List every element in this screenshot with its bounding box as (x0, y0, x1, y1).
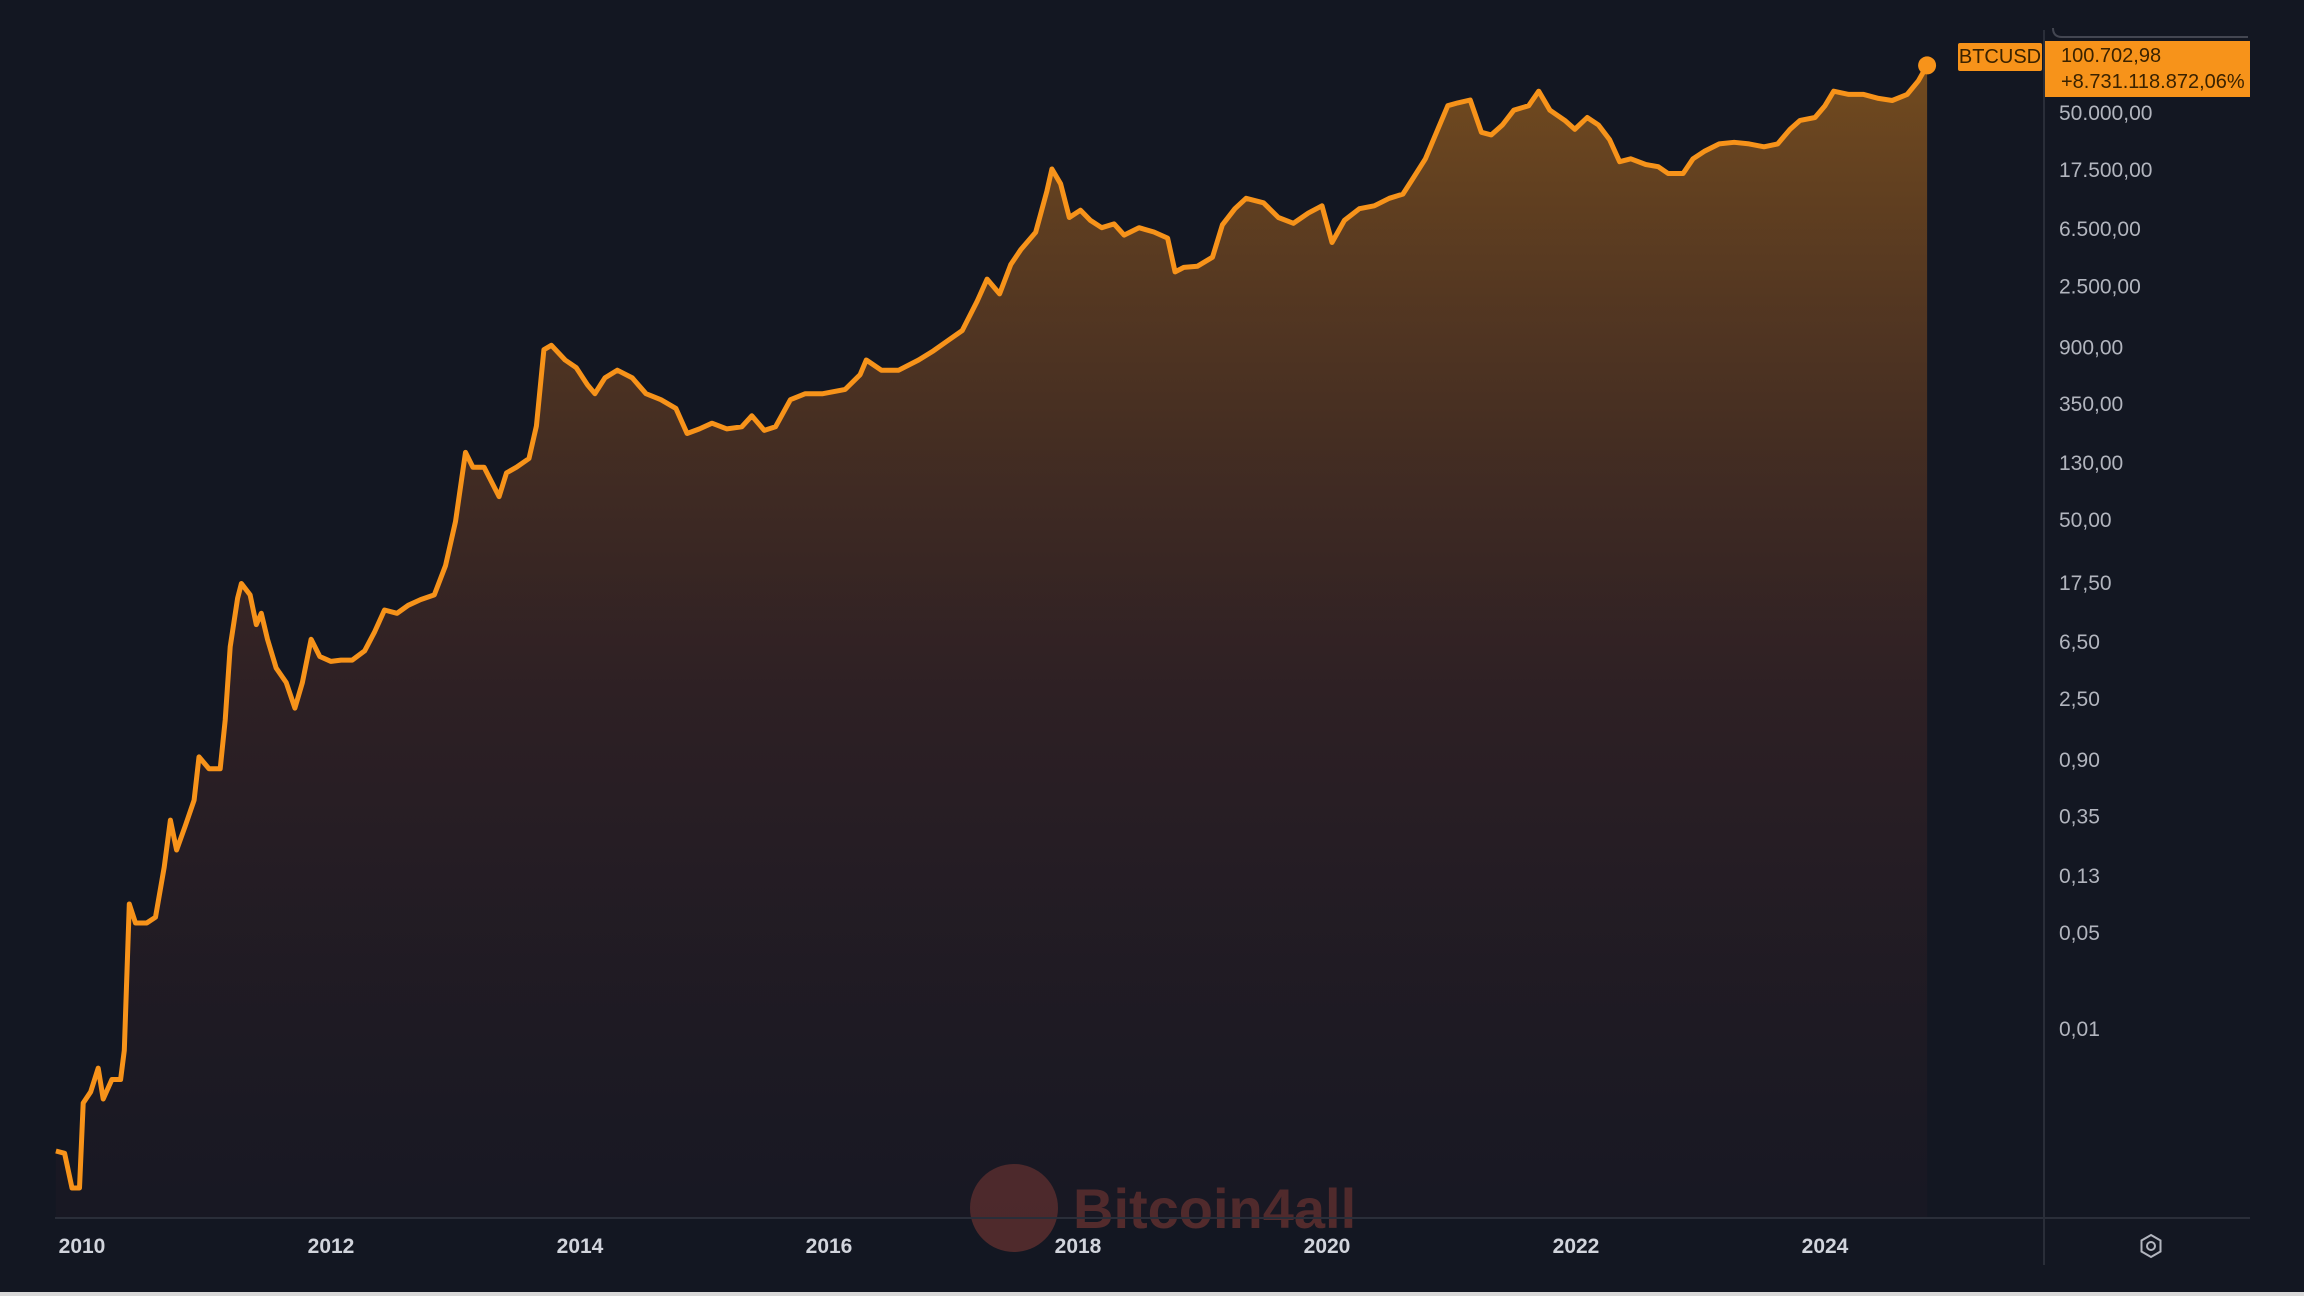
x-tick-label: 2016 (806, 1235, 853, 1258)
x-tick-label: 2010 (59, 1235, 106, 1258)
y-tick-label: 50,00 (2059, 509, 2112, 532)
y-tick-label: 0,13 (2059, 865, 2100, 888)
y-tick-label: 6.500,00 (2059, 218, 2141, 241)
last-price-label: 100.702,98 +8.731.118.872,06% (2045, 41, 2250, 97)
gear-icon[interactable] (2138, 1233, 2164, 1259)
y-tick-label: 2,50 (2059, 688, 2100, 711)
x-tick-label: 2018 (1055, 1235, 1102, 1258)
y-tick-label: 130,00 (2059, 452, 2123, 475)
y-tick-label: 0,35 (2059, 806, 2100, 829)
x-tick-label: 2012 (308, 1235, 355, 1258)
x-tick-label: 2024 (1802, 1235, 1849, 1258)
x-tick-label: 2022 (1553, 1235, 1600, 1258)
symbol-label: BTCUSD (1958, 43, 2042, 71)
y-tick-label: 2.500,00 (2059, 275, 2141, 298)
bottom-border (0, 1292, 2304, 1296)
x-tick-label: 2014 (557, 1235, 604, 1258)
y-tick-label: 50.000,00 (2059, 102, 2152, 125)
y-tick-label: 0,01 (2059, 1018, 2100, 1041)
x-tick-label: 2020 (1304, 1235, 1351, 1258)
price-area-fill (55, 65, 1928, 1218)
y-tick-label: 0,05 (2059, 922, 2100, 945)
last-price-dot (1918, 56, 1937, 75)
price-line (55, 64, 1930, 1191)
price-axis-top-border (2052, 27, 2248, 38)
price-change-percent: +8.731.118.872,06% (2061, 71, 2245, 93)
last-price-value: 100.702,98 (2061, 45, 2162, 67)
y-tick-label: 0,90 (2059, 749, 2100, 772)
y-tick-label: 17.500,00 (2059, 159, 2152, 182)
y-tick-label: 900,00 (2059, 336, 2123, 359)
y-tick-label: 6,50 (2059, 631, 2100, 654)
y-tick-label: 17,50 (2059, 572, 2112, 595)
y-tick-label: 350,00 (2059, 393, 2123, 416)
